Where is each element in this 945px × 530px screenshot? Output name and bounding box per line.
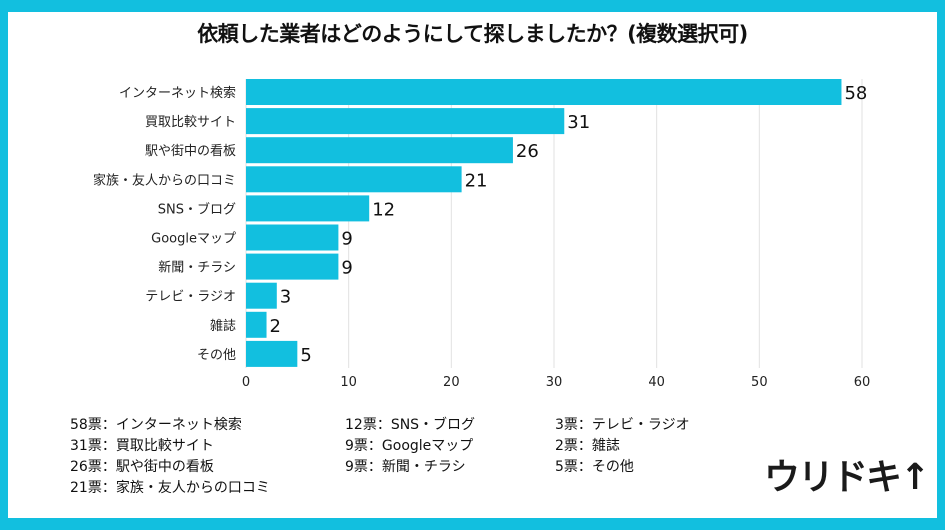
legend-item: 9票：新聞・チラシ <box>345 459 466 475</box>
x-tick-label: 20 <box>443 375 460 390</box>
category-label: SNS・ブログ <box>158 201 236 217</box>
category-label: 家族・友人からの口コミ <box>93 172 236 188</box>
x-tick-label: 0 <box>242 375 250 390</box>
legend-column-1: 58票：インターネット検索 31票：買取比較サイト 26票：駅や街中の看板 21… <box>70 415 270 499</box>
x-tick-label: 30 <box>546 375 563 390</box>
bar <box>246 224 339 251</box>
data-label: 3 <box>280 287 291 308</box>
legend-item: 21票：家族・友人からの口コミ <box>70 480 270 496</box>
arrow-up-icon: ↑ <box>900 457 930 498</box>
bar <box>246 108 565 135</box>
x-tick-label: 50 <box>751 375 768 390</box>
category-label: 新聞・チラシ <box>158 260 236 276</box>
bar <box>246 166 462 193</box>
legend-item: 26票：駅や街中の看板 <box>70 459 214 475</box>
x-tick-label: 60 <box>854 375 871 390</box>
data-label: 21 <box>465 170 488 191</box>
uridoki-logo: ウリドキ↑ <box>764 448 930 500</box>
category-label: その他 <box>197 348 236 363</box>
data-label: 5 <box>300 345 311 366</box>
category-label: Googleマップ <box>151 232 236 247</box>
category-label: インターネット検索 <box>119 86 236 101</box>
category-label: 駅や街中の看板 <box>145 143 236 159</box>
category-label: テレビ・ラジオ <box>145 290 236 305</box>
data-label: 31 <box>567 112 590 133</box>
data-label: 12 <box>372 199 395 220</box>
data-label: 2 <box>270 316 281 337</box>
legend-item: 3票：テレビ・ラジオ <box>555 417 690 433</box>
data-label: 9 <box>341 258 352 279</box>
bar <box>246 137 513 164</box>
bar <box>246 340 298 367</box>
logo-text: ウリドキ <box>764 457 902 498</box>
data-label: 9 <box>341 229 352 250</box>
x-tick-label: 10 <box>340 375 357 390</box>
legend-item: 9票：Googleマップ <box>345 438 474 454</box>
legend-item: 12票：SNS・ブログ <box>345 417 476 433</box>
x-tick-label: 40 <box>648 375 665 390</box>
legend-item: 31票：買取比較サイト <box>70 438 214 454</box>
category-label: 雑誌 <box>210 318 236 334</box>
bar <box>246 311 267 338</box>
data-label: 58 <box>844 83 867 104</box>
category-label: 買取比較サイト <box>145 115 236 130</box>
data-label: 26 <box>516 141 539 162</box>
legend-column-3: 3票：テレビ・ラジオ 2票：雑誌 5票：その他 <box>555 415 690 478</box>
chart-title: 依頼した業者はどのようにして探しましたか？(複数選択可) <box>197 22 748 46</box>
bar <box>246 195 370 222</box>
legend-item: 2票：雑誌 <box>555 438 620 454</box>
legend-item: 58票：インターネット検索 <box>70 417 242 433</box>
bar <box>246 282 277 309</box>
legend-column-2: 12票：SNS・ブログ 9票：Googleマップ 9票：新聞・チラシ <box>345 415 475 478</box>
bar <box>246 253 339 280</box>
bar <box>246 79 842 105</box>
legend-item: 5票：その他 <box>555 459 634 475</box>
